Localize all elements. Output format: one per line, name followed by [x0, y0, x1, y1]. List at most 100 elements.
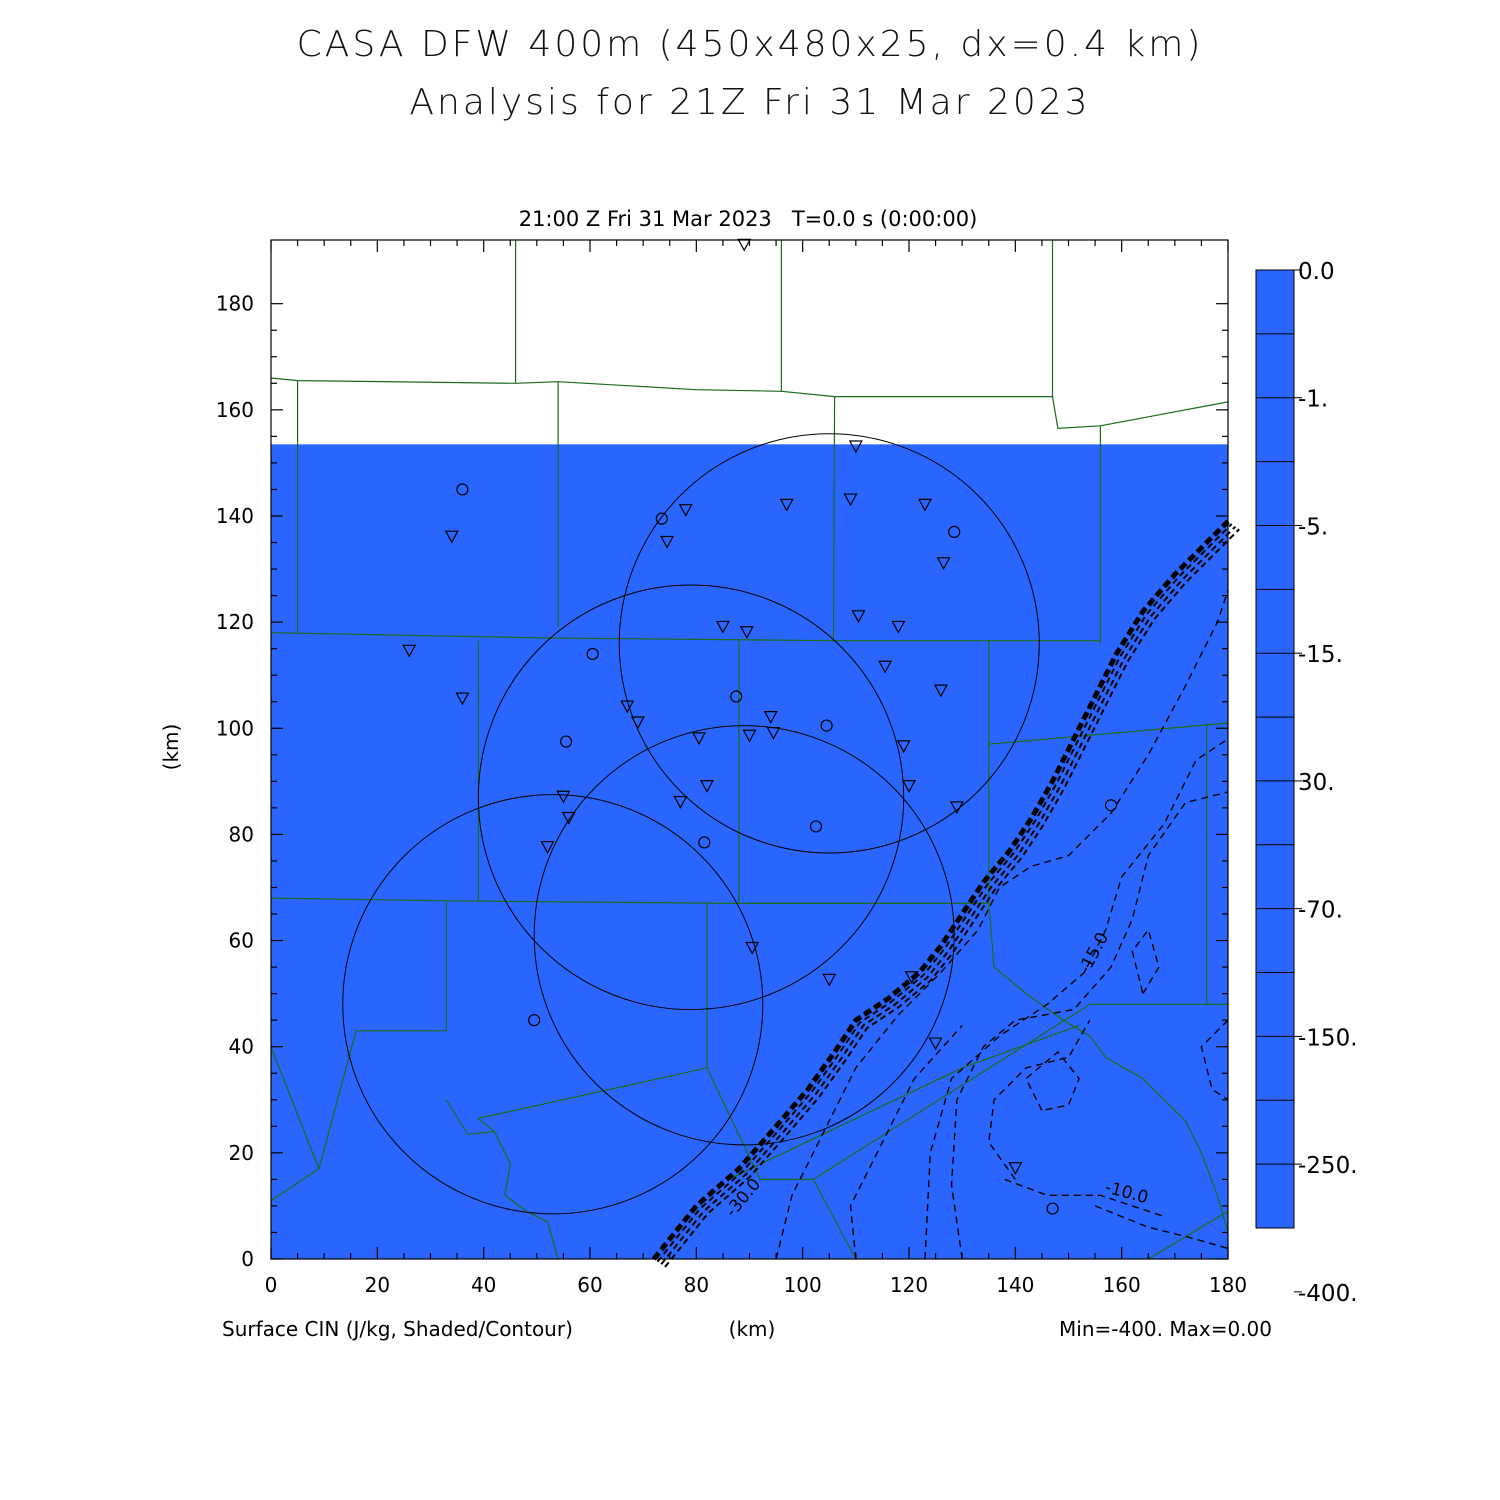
- cin-contours: [651, 519, 1240, 1268]
- x-tick-label: 120: [890, 1273, 928, 1297]
- y-tick-label: 20: [229, 1141, 254, 1165]
- station-triangle-marker: [766, 726, 781, 740]
- station-triangle-marker: [540, 841, 555, 854]
- contour-line: [1200, 1019, 1229, 1101]
- station-triangle-marker: [822, 973, 837, 987]
- station-circle-marker: [456, 483, 469, 496]
- county-line: [270, 632, 1101, 642]
- field-label: Surface CIN (J/kg, Shaded/Contour): [222, 1317, 573, 1341]
- county-line: [445, 903, 708, 1135]
- station-triangle-marker: [936, 557, 951, 570]
- station-circle-marker: [528, 1014, 541, 1027]
- radar-range-ring: [477, 584, 905, 1011]
- colorbar-label: -70.: [1298, 898, 1343, 924]
- contour-line: [1131, 928, 1160, 994]
- y-axis-label: (km): [159, 724, 183, 771]
- station-triangle-marker: [561, 811, 576, 825]
- x-tick-label: 40: [471, 1273, 496, 1297]
- contour-line: [950, 791, 1229, 1260]
- station-triangle-marker: [848, 440, 863, 454]
- x-tick-label: 0: [265, 1273, 278, 1297]
- county-boundaries: [270, 240, 1229, 1260]
- station-triangle-marker: [917, 498, 932, 512]
- colorbar-label: -250.: [1298, 1153, 1358, 1179]
- y-tick-label: 60: [229, 929, 254, 953]
- station-circle-marker: [655, 512, 668, 525]
- y-tick-label: 40: [229, 1035, 254, 1059]
- y-tick-label: 160: [216, 398, 254, 422]
- radar-range-rings: [342, 433, 1040, 1215]
- cin-shaded-field: [271, 444, 1228, 1260]
- contour-line: [656, 523, 1233, 1263]
- county-line: [270, 897, 989, 905]
- x-axis-label: (km): [729, 1317, 776, 1341]
- station-triangle-marker: [904, 971, 919, 984]
- station-triangle-marker: [739, 626, 754, 639]
- y-tick-label: 80: [229, 822, 254, 846]
- contour-line: [1094, 1205, 1229, 1250]
- colorbar-label: -5.: [1298, 514, 1328, 540]
- colorbar-label: -150.: [1298, 1025, 1358, 1051]
- station-triangle-marker: [928, 1037, 943, 1051]
- colorbar: 0.0 -1. -5. -15. 30. -70. -150. -250. -400.: [1255, 259, 1358, 1307]
- axis-tick-labels: 0 20 40 60 80 100 120 140 160 180 0 20 40 60 80 100 120 1…: [216, 292, 1247, 1297]
- station-triangle-marker: [455, 692, 470, 706]
- station-triangle-marker: [715, 620, 730, 634]
- station-triangle-marker: [896, 740, 911, 754]
- station-circle-marker: [1046, 1202, 1059, 1215]
- county-line: [1147, 1210, 1229, 1260]
- x-tick-label: 80: [684, 1273, 709, 1297]
- radar-range-ring: [618, 433, 1040, 854]
- station-triangle-marker: [673, 795, 688, 809]
- station-circle-marker: [698, 836, 711, 849]
- colorbar-fill: [1255, 269, 1295, 1229]
- station-circle-marker: [820, 719, 833, 732]
- station-triangle-marker: [891, 620, 906, 634]
- colorbar-label: -1.: [1298, 387, 1328, 413]
- station-triangle-marker: [630, 716, 645, 730]
- station-triangle-marker: [933, 684, 948, 698]
- radar-range-ring: [342, 794, 764, 1215]
- y-tick-label: 0: [241, 1247, 254, 1271]
- station-circle-marker: [809, 820, 823, 833]
- contour-line: [849, 1025, 963, 1260]
- x-tick-label: 60: [577, 1273, 602, 1297]
- station-triangle-marker: [851, 610, 866, 624]
- station-triangle-marker: [620, 700, 635, 714]
- x-tick-label: 180: [1209, 1273, 1247, 1297]
- station-triangle-marker: [742, 729, 757, 743]
- station-circle-marker: [1104, 799, 1118, 812]
- y-tick-label: 140: [216, 504, 254, 528]
- station-triangle-marker: [737, 238, 752, 252]
- x-tick-label: 160: [1103, 1273, 1141, 1297]
- contour-line: [988, 1019, 1091, 1180]
- station-circle-marker: [730, 690, 743, 703]
- county-line: [727, 1024, 1080, 1180]
- y-tick-label: 120: [216, 610, 254, 634]
- station-triangle-marker: [745, 941, 760, 955]
- station-triangle-marker: [556, 790, 571, 804]
- y-tick-label: 180: [216, 292, 254, 316]
- station-triangle-marker: [444, 530, 459, 544]
- station-circle-marker: [559, 735, 573, 748]
- station-triangle-marker: [691, 732, 707, 746]
- station-triangle-marker: [699, 780, 714, 793]
- colorbar-label: -15.: [1298, 642, 1343, 668]
- contour-line: [775, 590, 1229, 1260]
- min-max-label: Min=-400. Max=0.00: [1059, 1317, 1272, 1341]
- observation-stations: [402, 238, 1118, 1215]
- county-line: [493, 1131, 559, 1260]
- station-triangle-marker: [843, 493, 858, 507]
- colorbar-label: -400.: [1298, 1281, 1358, 1307]
- county-line: [270, 377, 1229, 430]
- station-triangle-marker: [901, 780, 917, 793]
- map-subtitle: Analysis for 21Z Fri 31 Mar 2023: [409, 82, 1091, 123]
- station-circle-marker: [586, 647, 599, 661]
- station-triangle-marker: [402, 644, 417, 658]
- station-triangle-marker: [678, 504, 693, 517]
- contour-line: [1004, 1178, 1165, 1218]
- county-line: [988, 903, 1229, 1233]
- time-label: 21:00 Z Fri 31 Mar 2023 T=0.0 s (0:00:00…: [519, 207, 978, 231]
- colorbar-label: 30.: [1298, 770, 1335, 796]
